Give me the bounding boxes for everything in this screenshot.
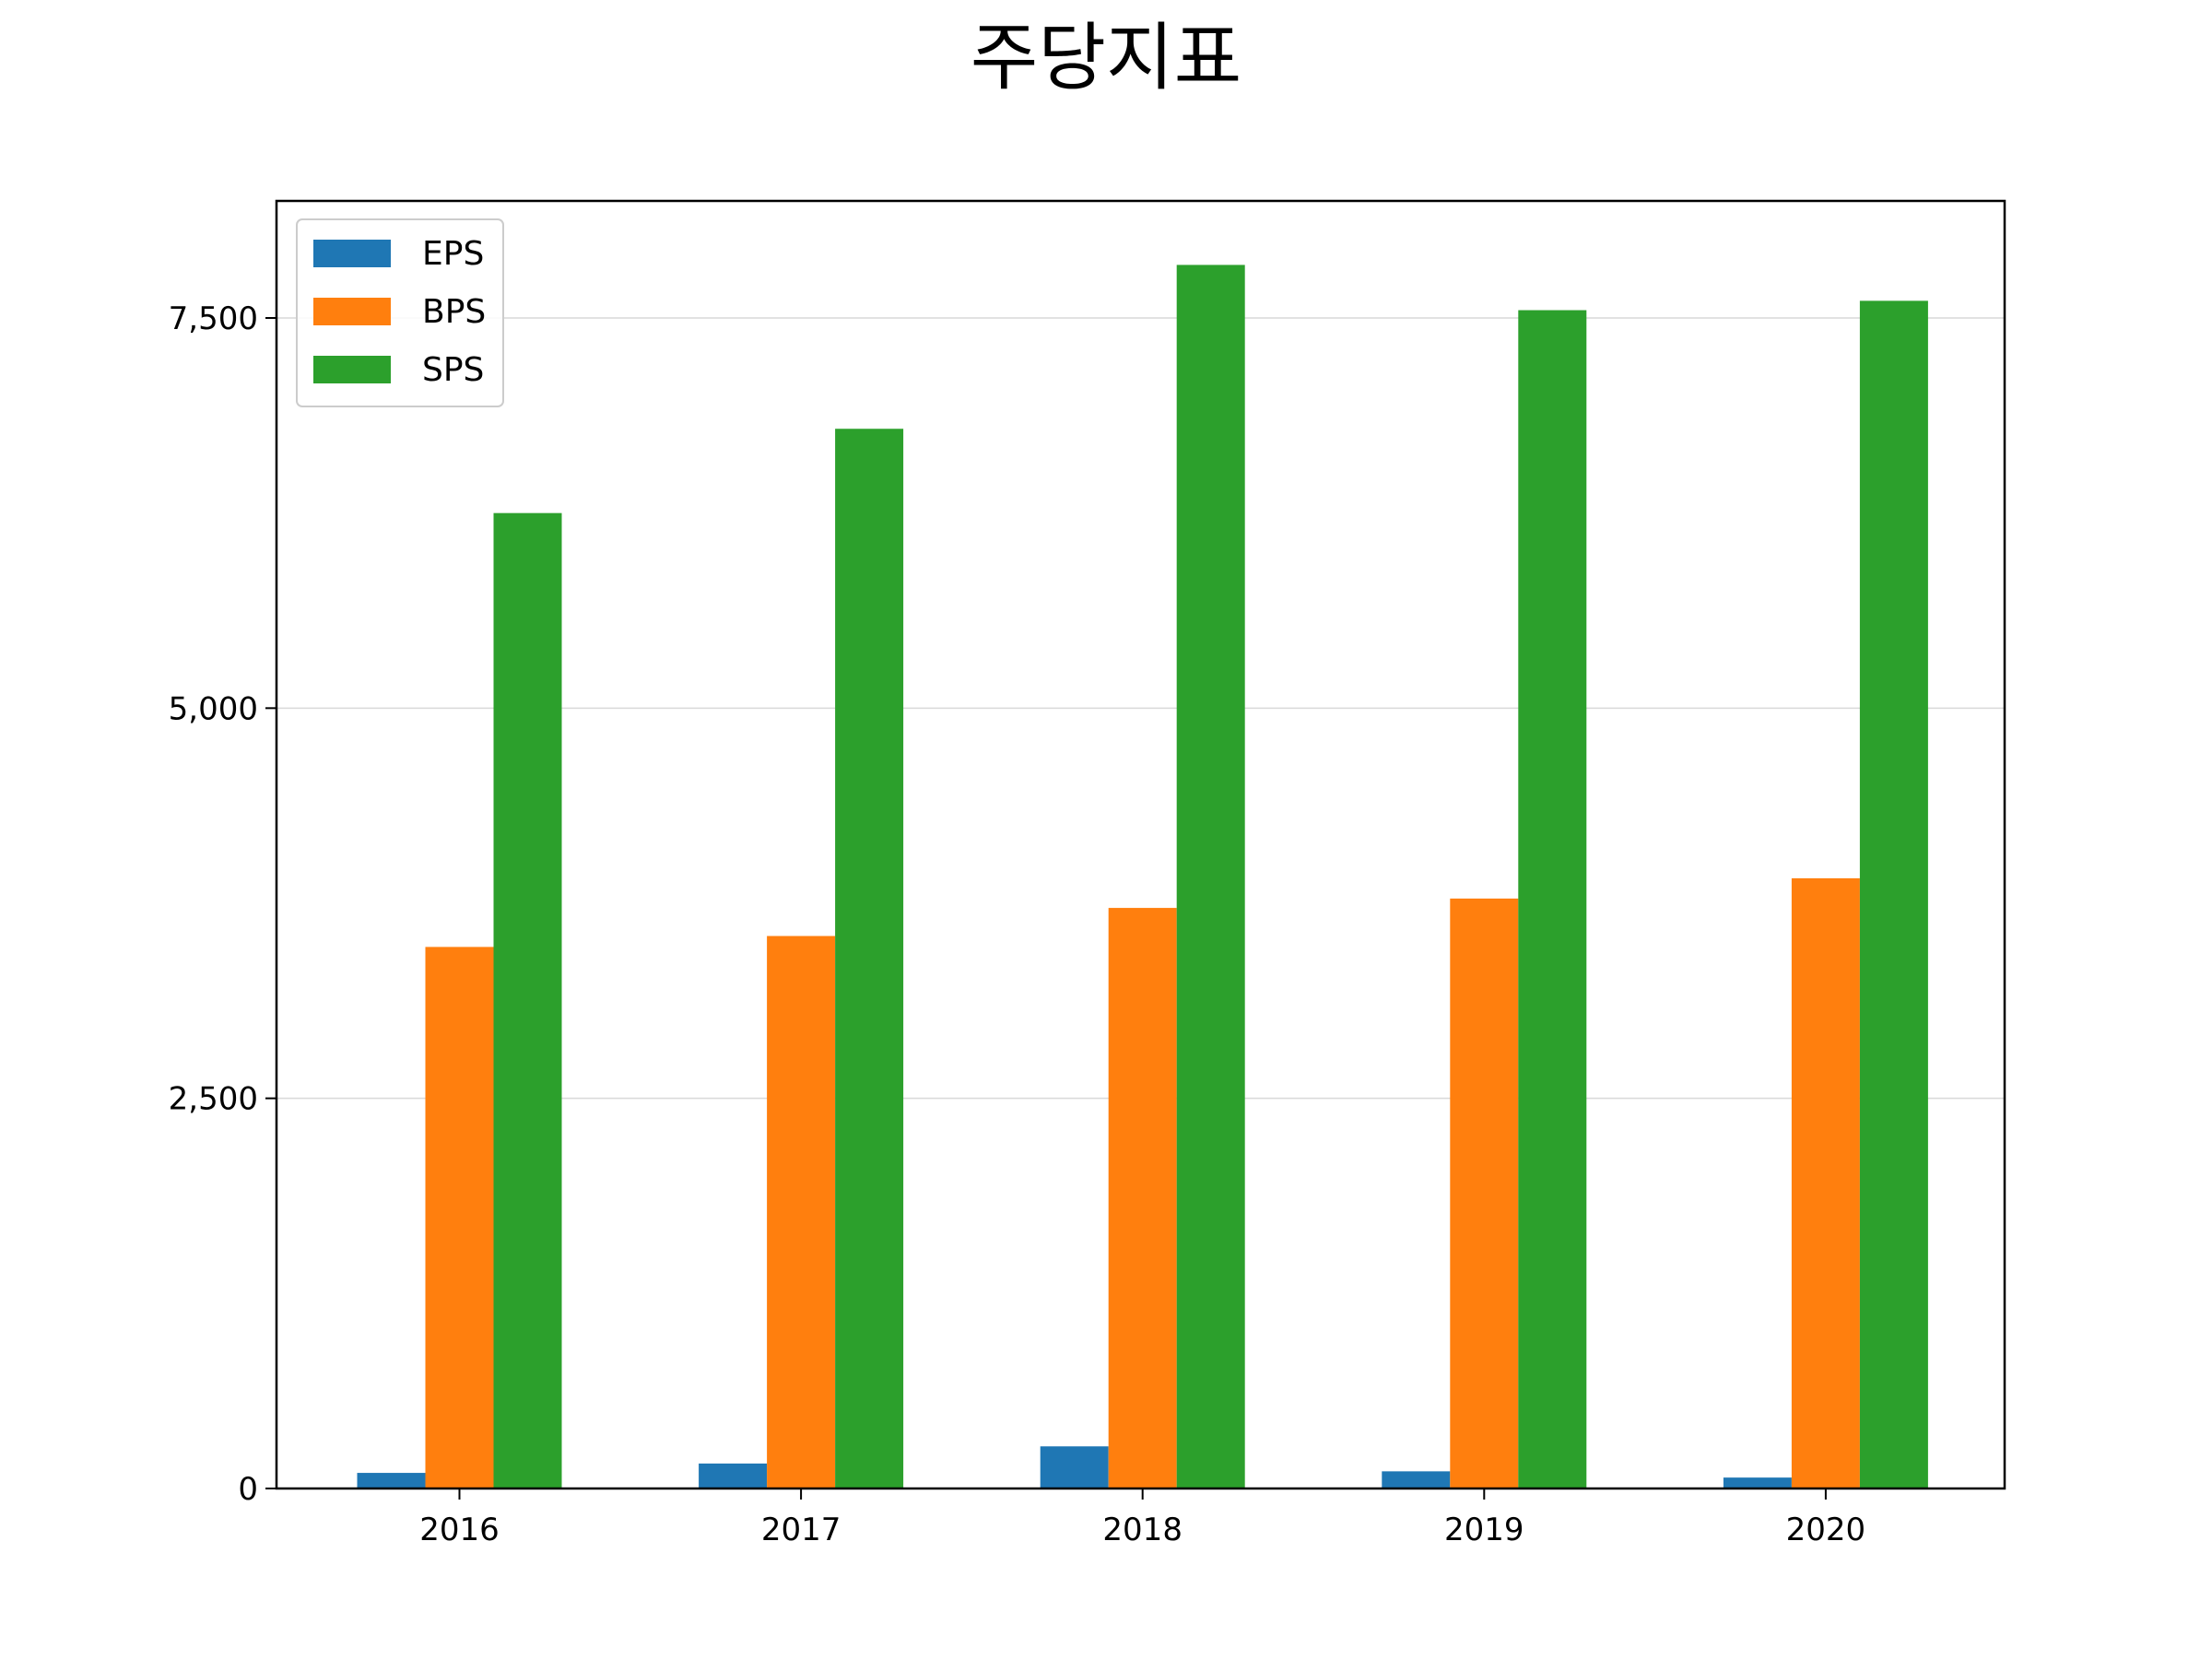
legend-label-bps: BPS xyxy=(422,293,486,331)
x-tick-label: 2017 xyxy=(761,1512,841,1548)
y-axis: 0 2,500 5,000 7,500 xyxy=(169,300,276,1508)
bar-eps-2018 xyxy=(1040,1446,1109,1488)
legend: EPS BPS SPS xyxy=(296,218,504,407)
x-tick-label: 2020 xyxy=(1786,1512,1866,1548)
bar-bps-2020 xyxy=(1791,877,1860,1488)
bar-sps-2019 xyxy=(1518,310,1587,1488)
x-tick-label: 2016 xyxy=(419,1512,500,1548)
bar-sps-2016 xyxy=(493,512,562,1488)
bar-sps-2017 xyxy=(835,429,904,1488)
bars xyxy=(357,265,1928,1489)
bar-sps-2020 xyxy=(1859,300,1928,1489)
bar-sps-2018 xyxy=(1176,265,1245,1489)
bar-eps-2020 xyxy=(1723,1477,1792,1488)
legend-swatch-bps xyxy=(313,298,391,325)
y-tick-label: 0 xyxy=(238,1471,258,1508)
legend-label-sps: SPS xyxy=(422,351,484,389)
bar-eps-2017 xyxy=(699,1463,768,1488)
legend-swatch-sps xyxy=(313,356,391,383)
y-tick-label: 5,000 xyxy=(169,690,258,727)
bar-bps-2018 xyxy=(1108,908,1177,1488)
legend-swatch-eps xyxy=(313,240,391,267)
bar-eps-2019 xyxy=(1382,1471,1451,1488)
x-tick-label: 2018 xyxy=(1102,1512,1182,1548)
y-tick-label: 7,500 xyxy=(169,300,258,337)
legend-label-eps: EPS xyxy=(422,235,484,273)
chart-title: 주당지표 xyxy=(971,15,1241,100)
bar-bps-2019 xyxy=(1450,898,1519,1488)
y-tick-label: 2,500 xyxy=(169,1081,258,1118)
bar-eps-2016 xyxy=(357,1473,426,1488)
bar-bps-2017 xyxy=(767,935,836,1488)
x-axis: 2016 2017 2018 2019 2020 xyxy=(419,1488,1865,1548)
x-tick-label: 2019 xyxy=(1444,1512,1524,1548)
bar-bps-2016 xyxy=(425,947,494,1488)
plot-frame xyxy=(275,199,2006,1490)
